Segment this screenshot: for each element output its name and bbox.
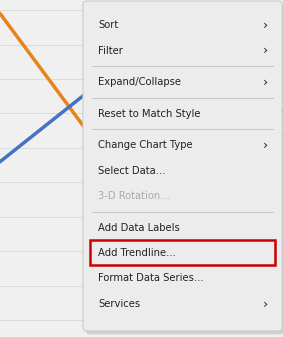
Text: ›: › — [263, 139, 268, 152]
Text: Change Chart Type: Change Chart Type — [98, 140, 193, 150]
Text: Expand/Collapse: Expand/Collapse — [98, 77, 181, 87]
Text: Select Data...: Select Data... — [98, 165, 166, 176]
Text: Sort: Sort — [98, 20, 119, 30]
Bar — [90, 240, 275, 265]
Text: 3-D Rotation...: 3-D Rotation... — [98, 191, 170, 201]
Text: Filter: Filter — [98, 45, 123, 56]
Text: ›: › — [263, 75, 268, 89]
Text: Reset to Match Style: Reset to Match Style — [98, 109, 201, 119]
Text: Format Data Series...: Format Data Series... — [98, 273, 204, 283]
Text: ›: › — [263, 44, 268, 57]
Text: ›: › — [263, 297, 268, 310]
Text: Services: Services — [98, 299, 140, 309]
FancyBboxPatch shape — [83, 1, 282, 331]
FancyBboxPatch shape — [86, 4, 283, 334]
Text: Add Data Labels: Add Data Labels — [98, 222, 180, 233]
Text: Add Trendline...: Add Trendline... — [98, 248, 176, 258]
Text: ›: › — [263, 19, 268, 32]
